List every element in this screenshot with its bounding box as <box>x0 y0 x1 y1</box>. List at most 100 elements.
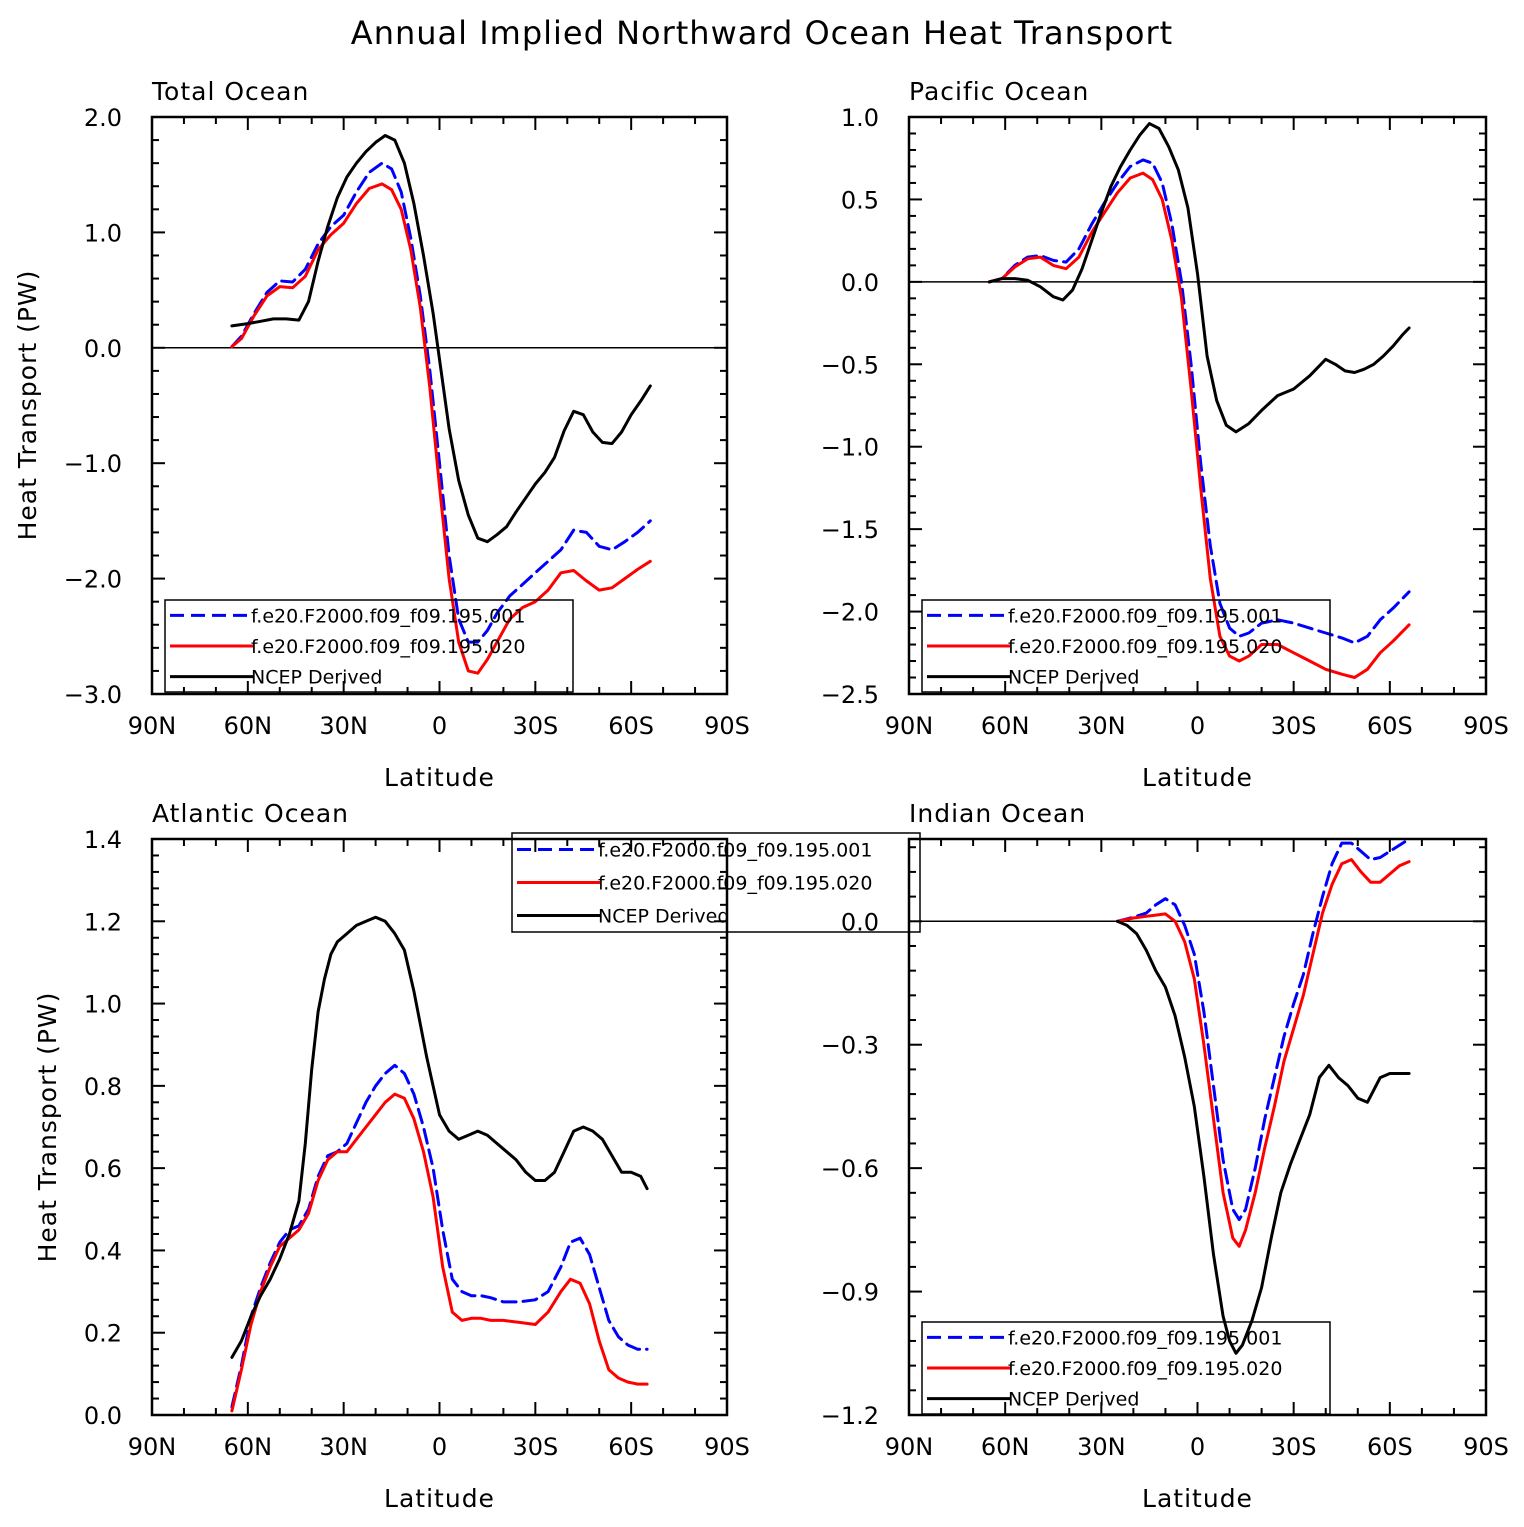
panel-1-y-tick-label: −2.0 <box>64 566 122 594</box>
panel-4-legend-label: f.e20.F2000.f09_f09.195.020 <box>1008 1358 1282 1380</box>
panel-4-x-tick-label: 30N <box>1077 1433 1126 1461</box>
panel-3-series-group <box>230 915 649 1413</box>
panel-4-legend-box <box>921 1321 1331 1415</box>
panel-4-legend-label: NCEP Derived <box>1008 1389 1139 1411</box>
panel-3-y-tick-label: 0.2 <box>84 1320 122 1348</box>
panel-1-x-tick-label: 90N <box>128 712 177 740</box>
panel-1-y-tick-label: 1.0 <box>84 219 122 247</box>
panel-4-series-line-3 <box>1115 919 1411 1355</box>
panel-2-legend-label: f.e20.F2000.f09_f09.195.001 <box>1008 605 1282 627</box>
panel-1-y-axis-label: Heat Transport (PW) <box>13 270 42 541</box>
panel-2-x-tick-label: 60N <box>981 712 1030 740</box>
panel-2-legend-box <box>921 599 1331 693</box>
panel-3-y-tick-label: 0.6 <box>84 1155 122 1183</box>
panel-3-x-tick-label: 60N <box>224 1433 273 1461</box>
panel-2-legend-label: NCEP Derived <box>1008 667 1139 689</box>
panel-1-y-tick-label: −3.0 <box>64 681 122 709</box>
panel-3-legend-label: f.e20.F2000.f09_f09.195.001 <box>598 840 872 862</box>
panel-3-y-tick-label: 1.0 <box>84 991 122 1019</box>
panel-3-x-tick-label: 60S <box>608 1433 654 1461</box>
panel-2-series-line-2 <box>987 171 1411 679</box>
panel-3-x-axis-label: Latitude <box>384 1484 495 1513</box>
panel-2-legend: f.e20.F2000.f09_f09.195.001 f.e20.F2000.f… <box>921 599 1331 693</box>
panel-4-series-line-1 <box>1115 839 1411 1222</box>
panel-1-x-tick-label: 0 <box>432 712 447 740</box>
panel-3-y-tick-label: 0.8 <box>84 1073 122 1101</box>
panel-1-legend-box <box>164 599 574 693</box>
figure-title: Annual Implied Northward Ocean Heat Tran… <box>351 14 1173 52</box>
panel-3-y-axis-label: Heat Transport (PW) <box>33 992 62 1263</box>
panel-1-series-line-1 <box>230 161 652 644</box>
panel-2-y-tick-label: −1.0 <box>821 434 879 462</box>
panel-1-title: Total Ocean <box>151 77 309 106</box>
panel-2-chart: Pacific Ocean 90N 60N 30N 0 30S 60S 90S −2.5 −2.0… <box>821 77 1509 792</box>
panel-2-series-line-3 <box>987 122 1411 434</box>
panel-3-x-tick-label: 0 <box>432 1433 447 1461</box>
panel-2-title: Pacific Ocean <box>909 77 1089 106</box>
panel-4-legend: f.e20.F2000.f09_f09.195.001 f.e20.F2000.f… <box>921 1321 1331 1415</box>
panel-2-x-tick-label: 60S <box>1367 712 1413 740</box>
panel-3-x-tick-label: 90N <box>128 1433 177 1461</box>
panel-3-y-tick-label: 1.2 <box>84 908 122 936</box>
panel-3-chart: Atlantic Ocean 90N 60N 30N 0 30S 60S 90S 0.0 0.2 0… <box>33 799 750 1513</box>
panel-2-x-axis-label: Latitude <box>1142 763 1253 792</box>
panel-4-x-axis-label: Latitude <box>1142 1484 1253 1513</box>
panel-1-legend: f.e20.F2000.f09_f09.195.001 f.e20.F2000.f… <box>164 599 574 693</box>
panel-2-x-tick-label: 30N <box>1077 712 1126 740</box>
panel-2-legend-label: f.e20.F2000.f09_f09.195.020 <box>1008 636 1282 658</box>
panel-4-x-tick-label: 30S <box>1271 1433 1317 1461</box>
panel-1-x-tick-label: 30S <box>512 712 558 740</box>
panel-4-series-group <box>1115 839 1411 1355</box>
panel-2-series-line-1 <box>987 158 1411 645</box>
panel-4-legend-label: f.e20.F2000.f09_f09.195.001 <box>1008 1327 1282 1349</box>
panel-1-series-group <box>230 134 652 675</box>
panel-4-y-tick-label: 0.0 <box>841 908 879 936</box>
panel-2-y-tick-label: 0.5 <box>841 186 879 214</box>
panel-1-x-tick-label: 60S <box>608 712 654 740</box>
panel-4-x-tick-label: 60S <box>1367 1433 1413 1461</box>
panel-2-y-tick-label: −1.5 <box>821 516 879 544</box>
panel-4-y-tick-label: −0.3 <box>821 1032 879 1060</box>
panel-4-x-tick-label: 0 <box>1190 1433 1205 1461</box>
panel-1-legend-label: NCEP Derived <box>251 667 382 689</box>
panel-3-y-tick-label: 0.0 <box>84 1402 122 1430</box>
panel-3-legend-label: f.e20.F2000.f09_f09.195.020 <box>598 873 872 895</box>
panel-2-y-tick-label: −2.5 <box>821 681 879 709</box>
panel-1-y-tick-label: −1.0 <box>64 450 122 478</box>
panel-1-x-tick-label: 60N <box>224 712 273 740</box>
panel-3-legend-box <box>511 832 921 933</box>
panel-1-x-axis-label: Latitude <box>384 763 495 792</box>
panel-4-title: Indian Ocean <box>909 799 1086 828</box>
panel-3-x-tick-label: 90S <box>704 1433 750 1461</box>
panel-2-x-tick-label: 90N <box>885 712 934 740</box>
panel-2-y-tick-label: −2.0 <box>821 599 879 627</box>
panel-3-legend-label: NCEP Derived <box>598 906 729 928</box>
panel-3-y-tick-label: 0.4 <box>84 1237 122 1265</box>
panel-1-x-tick-label: 30N <box>319 712 368 740</box>
panel-2-y-tick-label: 0.0 <box>841 269 879 297</box>
panel-4-y-tick-label: −0.6 <box>821 1155 879 1183</box>
panel-4-y-tick-label: −1.2 <box>821 1402 879 1430</box>
panel-4-x-tick-label: 90S <box>1463 1433 1509 1461</box>
panel-2-x-tick-label: 0 <box>1190 712 1205 740</box>
panel-3-x-tick-label: 30S <box>512 1433 558 1461</box>
panel-3-title: Atlantic Ocean <box>152 799 349 828</box>
panel-3-series-line-1 <box>230 1063 649 1409</box>
panel-3-legend: f.e20.F2000.f09_f09.195.001 f.e20.F2000.f… <box>511 832 921 933</box>
panel-1-series-line-2 <box>230 182 652 675</box>
panel-4-chart: Indian Ocean 90N 60N 30N 0 30S 60S 90S −1.2 −0.9 −… <box>821 799 1509 1513</box>
panel-4-x-tick-label: 60N <box>981 1433 1030 1461</box>
panel-2-x-tick-label: 30S <box>1271 712 1317 740</box>
panel-1-y-tick-label: 0.0 <box>84 335 122 363</box>
panel-2-y-tick-label: 1.0 <box>841 104 879 132</box>
panel-3-series-line-2 <box>230 1092 649 1413</box>
panel-4-x-tick-label: 90N <box>885 1433 934 1461</box>
panel-1-series-line-3 <box>230 134 652 544</box>
panel-4-y-tick-label: −0.9 <box>821 1279 879 1307</box>
panel-2-series-group <box>987 122 1411 679</box>
panel-2-x-tick-label: 90S <box>1463 712 1509 740</box>
panel-3-x-tick-label: 30N <box>319 1433 368 1461</box>
panel-3-y-tick-label: 1.4 <box>84 826 122 854</box>
panel-3-series-line-3 <box>230 915 649 1359</box>
